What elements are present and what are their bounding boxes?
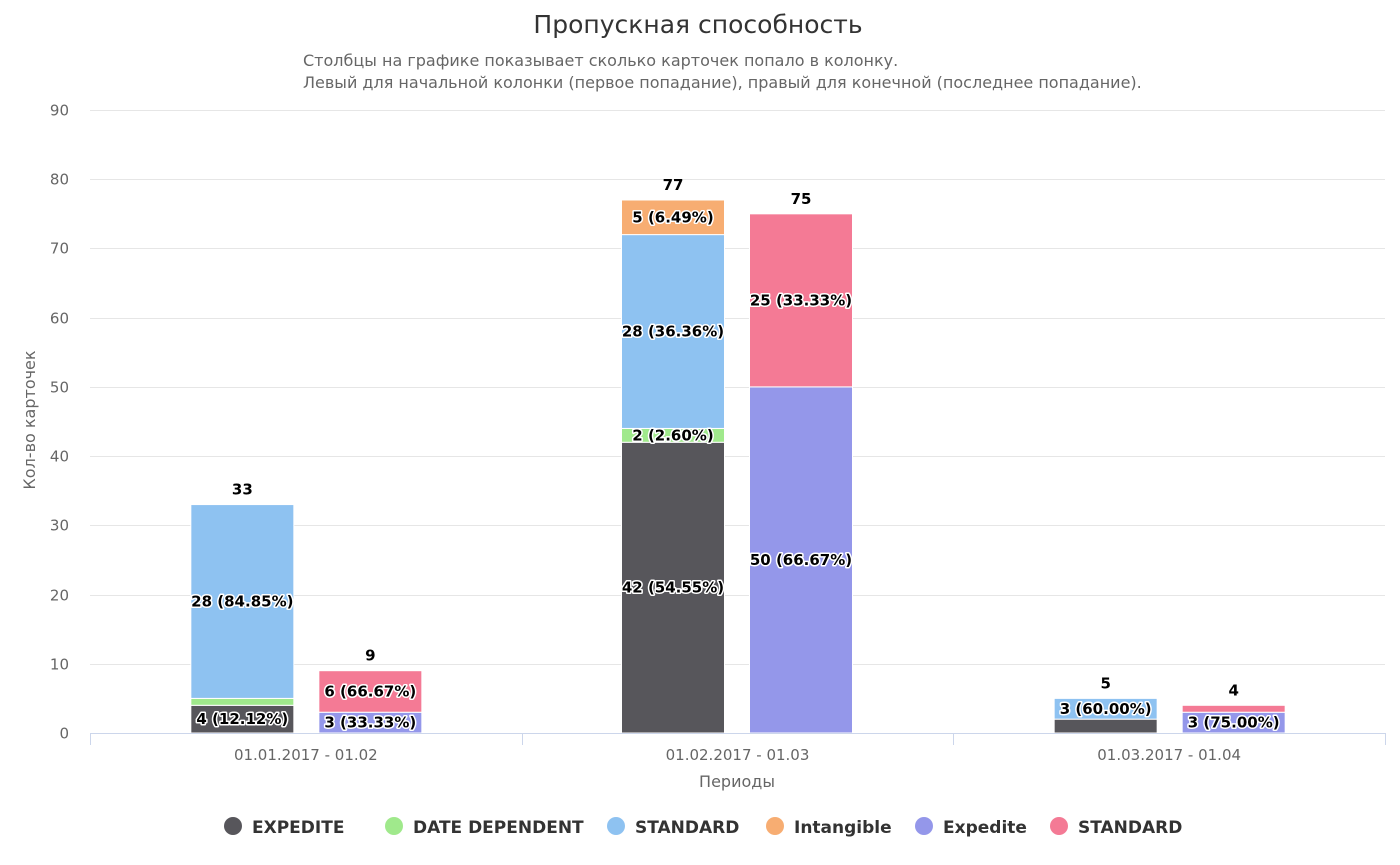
y-tick-label: 40 — [50, 448, 69, 466]
y-tick-label: 10 — [50, 656, 69, 674]
bar-segment — [749, 213, 853, 388]
x-tick-label: 01.03.2017 - 01.04 — [1097, 746, 1241, 764]
data-labels: 4 (12.12%) 28 (84.85%) 3 (33.33%) 6 (66.67%… — [190, 176, 1281, 733]
bars — [190, 199, 1286, 734]
y-tick-label: 20 — [50, 587, 69, 605]
y-tick-label: 80 — [50, 171, 69, 189]
segment-data-label: 4 (12.12%) — [196, 710, 288, 728]
stack-total-label: 4 — [1228, 681, 1238, 699]
segment-data-label: 5 (6.49%) — [632, 208, 713, 226]
stack-total-label: 9 — [365, 647, 375, 665]
chart-title: Пропускная способность — [533, 10, 862, 39]
legend-label: Intangible — [794, 818, 892, 838]
x-axis: 0 10 20 30 40 50 60 70 80 90 01.01.2017 - 01.02 01.… — [50, 102, 1386, 764]
legend-item[interactable]: STANDARD — [1050, 817, 1182, 838]
legend: EXPEDITE DATE DEPENDENT STANDARD Intangible… — [224, 817, 1182, 838]
segment-data-label: 25 (33.33%) — [750, 291, 852, 309]
y-axis-title: Кол-во карточек — [20, 350, 39, 489]
legend-marker — [915, 817, 933, 835]
legend-marker — [385, 817, 403, 835]
x-axis-title: Периоды — [699, 772, 775, 791]
legend-label: DATE DEPENDENT — [413, 818, 584, 838]
y-tick-label: 0 — [59, 725, 69, 743]
segment-data-label: 3 (60.00%) — [1060, 700, 1152, 718]
bar-segment — [190, 697, 295, 706]
segment-data-label: 28 (84.85%) — [191, 592, 293, 610]
y-tick-label: 60 — [50, 310, 69, 328]
bar-segment — [621, 199, 725, 236]
legend-item[interactable]: EXPEDITE — [224, 817, 344, 838]
segment-data-label: 28 (36.36%) — [622, 323, 724, 341]
legend-marker — [607, 817, 625, 835]
bar-segment — [1053, 697, 1158, 720]
legend-label: STANDARD — [635, 818, 739, 838]
stack-total-label: 75 — [791, 190, 812, 208]
chart-subtitle-line-1: Столбцы на графике показывает сколько ка… — [303, 51, 898, 70]
legend-item[interactable]: DATE DEPENDENT — [385, 817, 584, 838]
legend-label: Expedite — [943, 818, 1027, 838]
x-tick-label: 01.01.2017 - 01.02 — [234, 746, 378, 764]
stack-total-label: 77 — [663, 176, 684, 194]
legend-item[interactable]: Expedite — [915, 817, 1027, 838]
legend-marker — [766, 817, 784, 835]
legend-label: STANDARD — [1078, 818, 1182, 838]
bar-segment — [318, 670, 423, 713]
legend-label: EXPEDITE — [252, 818, 344, 838]
segment-data-label: 2 (2.60%) — [632, 426, 713, 444]
stack-total-label: 5 — [1100, 674, 1110, 692]
segment-data-label: 3 (33.33%) — [324, 714, 416, 732]
legend-marker — [224, 817, 242, 835]
y-tick-label: 70 — [50, 240, 69, 258]
bar-segment — [1053, 718, 1158, 734]
chart-subtitle-line-2: Левый для начальной колонки (первое попа… — [303, 73, 1142, 92]
legend-marker — [1050, 817, 1068, 835]
legend-item[interactable]: Intangible — [766, 817, 892, 838]
segment-data-label: 3 (75.00%) — [1188, 714, 1280, 732]
stack-total-label: 33 — [232, 481, 253, 499]
segment-data-label: 42 (54.55%) — [622, 579, 724, 597]
y-tick-label: 30 — [50, 517, 69, 535]
legend-item[interactable]: STANDARD — [607, 817, 739, 838]
segment-data-label: 50 (66.67%) — [750, 551, 852, 569]
bar-segment — [190, 504, 295, 699]
segment-data-label: 6 (66.67%) — [324, 682, 416, 700]
y-tick-label: 50 — [50, 379, 69, 397]
bar-segment — [1181, 704, 1286, 713]
gridlines — [90, 110, 1385, 665]
bar-segment — [621, 234, 725, 429]
x-tick-label: 01.02.2017 - 01.03 — [666, 746, 810, 764]
y-tick-label: 90 — [50, 102, 69, 120]
